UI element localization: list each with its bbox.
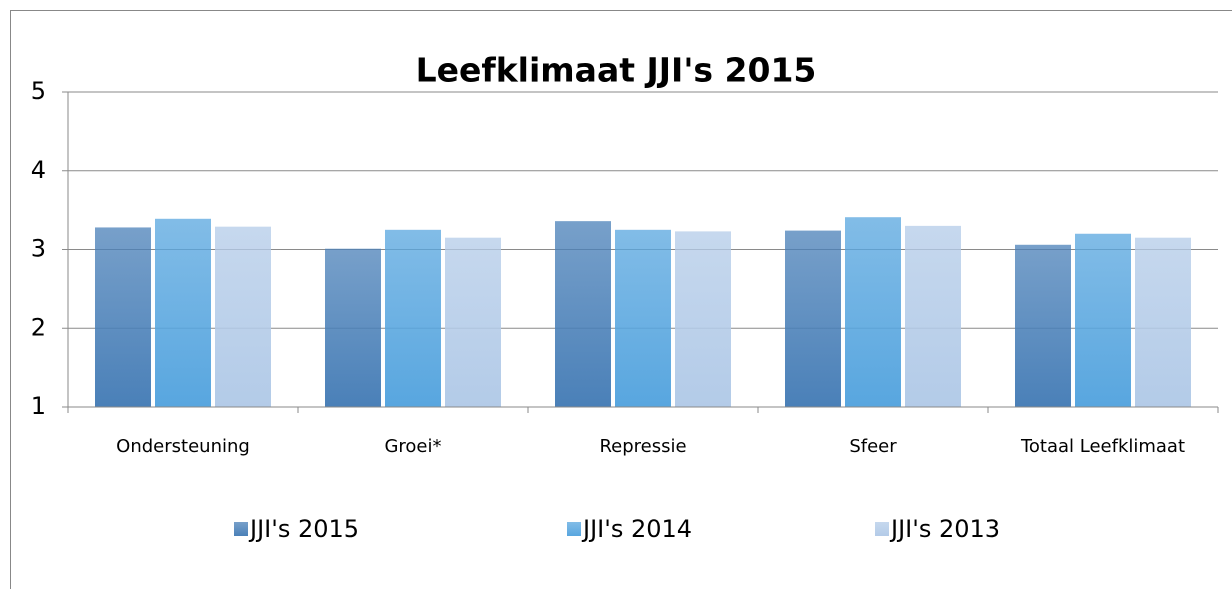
y-tick-label: 3 <box>31 235 46 263</box>
legend-swatch <box>875 522 889 536</box>
bar <box>675 231 731 407</box>
x-tick-label: Sfeer <box>849 436 897 457</box>
y-tick-label: 2 <box>31 313 46 341</box>
bar <box>325 249 381 407</box>
bar <box>385 230 441 407</box>
bar <box>845 217 901 407</box>
bar <box>215 227 271 407</box>
legend-label: JJI's 2013 <box>889 515 1000 543</box>
y-tick-label: 4 <box>31 156 46 184</box>
bar <box>445 238 501 407</box>
bar <box>785 231 841 407</box>
bar <box>95 227 151 407</box>
legend-swatch <box>567 522 581 536</box>
bar <box>615 230 671 407</box>
bar <box>1135 238 1191 407</box>
bar <box>555 221 611 407</box>
x-tick-label: Repressie <box>599 436 686 457</box>
x-tick-label: Ondersteuning <box>116 436 250 457</box>
y-tick-label: 5 <box>31 77 46 105</box>
x-tick-label: Groei* <box>384 436 441 457</box>
y-tick-label: 1 <box>31 392 46 420</box>
chart-title: Leefklimaat JJI's 2015 <box>416 51 817 90</box>
bar <box>155 219 211 407</box>
bar <box>1075 234 1131 407</box>
legend-label: JJI's 2014 <box>581 515 692 543</box>
bar <box>905 226 961 407</box>
bar <box>1015 245 1071 407</box>
legend-swatch <box>234 522 248 536</box>
x-tick-label: Totaal Leefklimaat <box>1020 436 1185 457</box>
legend-label: JJI's 2015 <box>248 515 359 543</box>
